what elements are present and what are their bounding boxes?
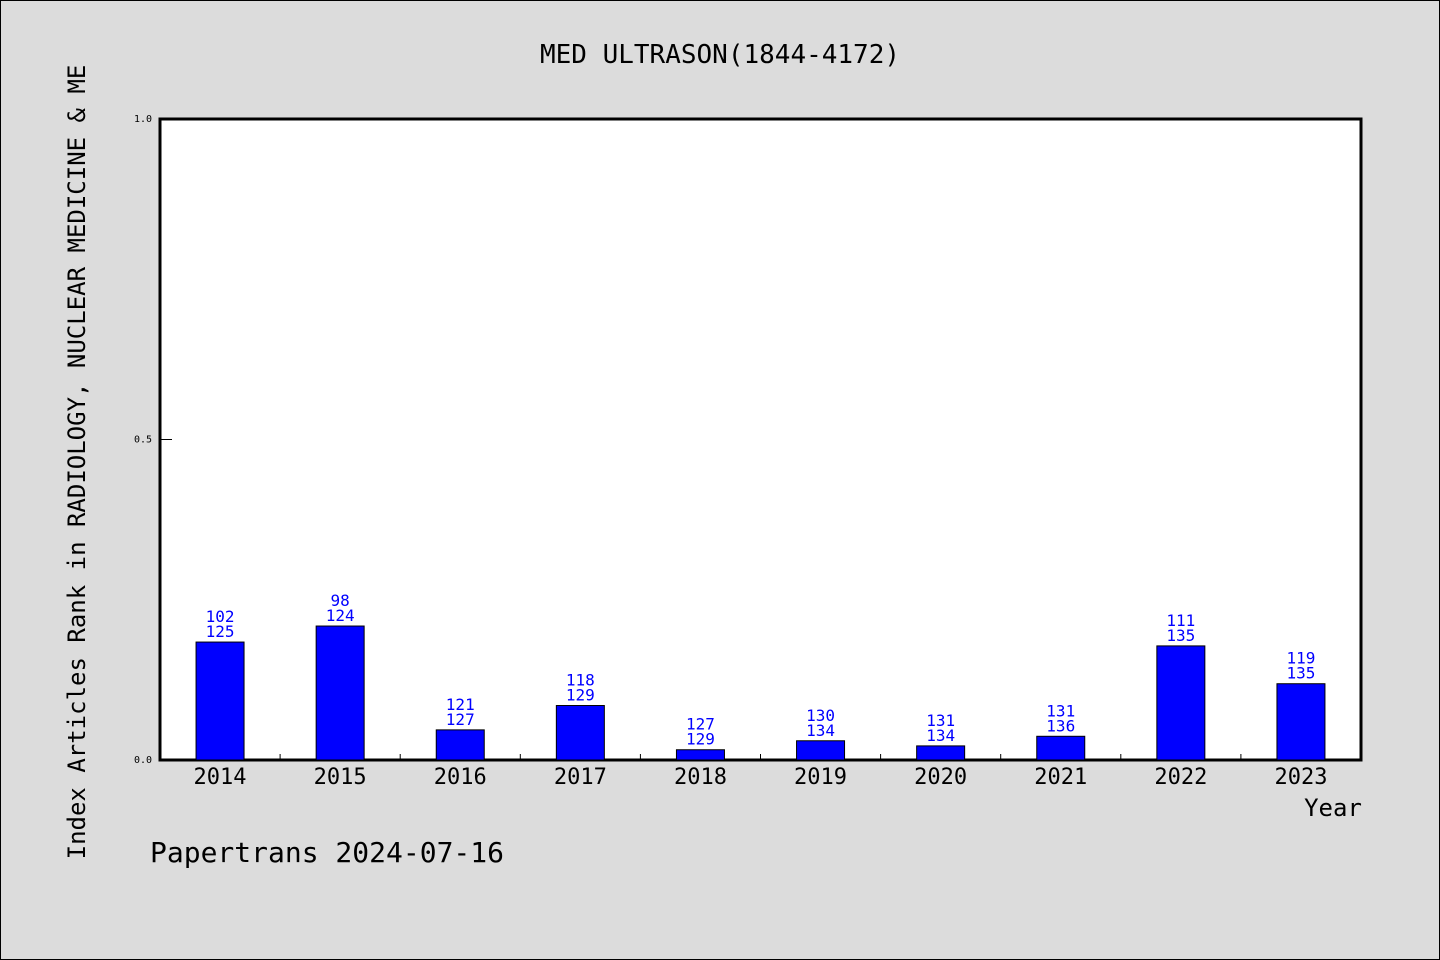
bar — [435, 729, 485, 761]
x-tick-label: 2019 — [794, 765, 847, 790]
bar — [1036, 735, 1086, 761]
footer-credit: Papertrans 2024-07-16 — [150, 836, 504, 869]
bars-group — [195, 625, 1326, 761]
bar-label-bottom: 129 — [566, 686, 595, 705]
y-tick-label: 0.0 — [134, 755, 152, 766]
x-tick-label: 2023 — [1274, 765, 1327, 790]
y-axis-label: Index Articles Rank in RADIOLOGY, NUCLEA… — [63, 65, 91, 860]
bar-label-top: 121 — [446, 695, 475, 714]
bar-label-top: 131 — [926, 711, 955, 730]
y-tick-label: 1.0 — [134, 114, 152, 125]
bar — [1156, 645, 1206, 761]
bar-label-bottom: 134 — [926, 726, 955, 745]
bar-label-bottom: 134 — [806, 721, 835, 740]
bar-label-bottom: 124 — [326, 606, 355, 625]
bar-label-top: 127 — [686, 715, 715, 734]
x-tick-label: 2020 — [914, 765, 967, 790]
bar — [315, 625, 365, 761]
bar-label-bottom: 135 — [1286, 664, 1315, 683]
x-tick-label: 2017 — [554, 765, 607, 790]
x-axis-label: Year — [1304, 794, 1362, 822]
bar-label-top: 102 — [206, 607, 235, 626]
x-tick-label: 2016 — [434, 765, 487, 790]
bar-label-bottom: 125 — [206, 622, 235, 641]
bar — [555, 705, 605, 761]
x-tick-label: 2022 — [1154, 765, 1207, 790]
bar-labels-group: 1021259812412112711812912712913013413113… — [206, 591, 1316, 749]
bar-label-bottom: 136 — [1046, 716, 1075, 735]
x-tick-label: 2014 — [194, 765, 247, 790]
chart-title: MED ULTRASON(1844-4172) — [540, 40, 900, 70]
x-axis: 2014 2015 2016 2017 2018 2019 2020 2021 2022 2023 — [194, 754, 1327, 790]
bar-label-top: 119 — [1286, 649, 1315, 668]
x-tick-label: 2018 — [674, 765, 727, 790]
y-axis: 0.0 0.5 1.0 — [134, 114, 172, 766]
x-tick-label: 2015 — [314, 765, 367, 790]
bar-label-bottom: 129 — [686, 730, 715, 749]
bar — [796, 740, 846, 761]
bar — [916, 745, 966, 761]
bar-label-bottom: 135 — [1166, 626, 1195, 645]
bar — [195, 641, 245, 761]
bar-label-top: 118 — [566, 671, 595, 690]
bar-label-top: 98 — [331, 591, 350, 610]
y-tick-label: 0.5 — [134, 435, 152, 446]
bar — [675, 749, 725, 761]
bar-label-top: 131 — [1046, 701, 1075, 720]
bar-label-bottom: 127 — [446, 710, 475, 729]
bar-label-top: 111 — [1166, 611, 1195, 630]
x-tick-label: 2021 — [1034, 765, 1087, 790]
bar — [1276, 683, 1326, 761]
bar-label-top: 130 — [806, 706, 835, 725]
